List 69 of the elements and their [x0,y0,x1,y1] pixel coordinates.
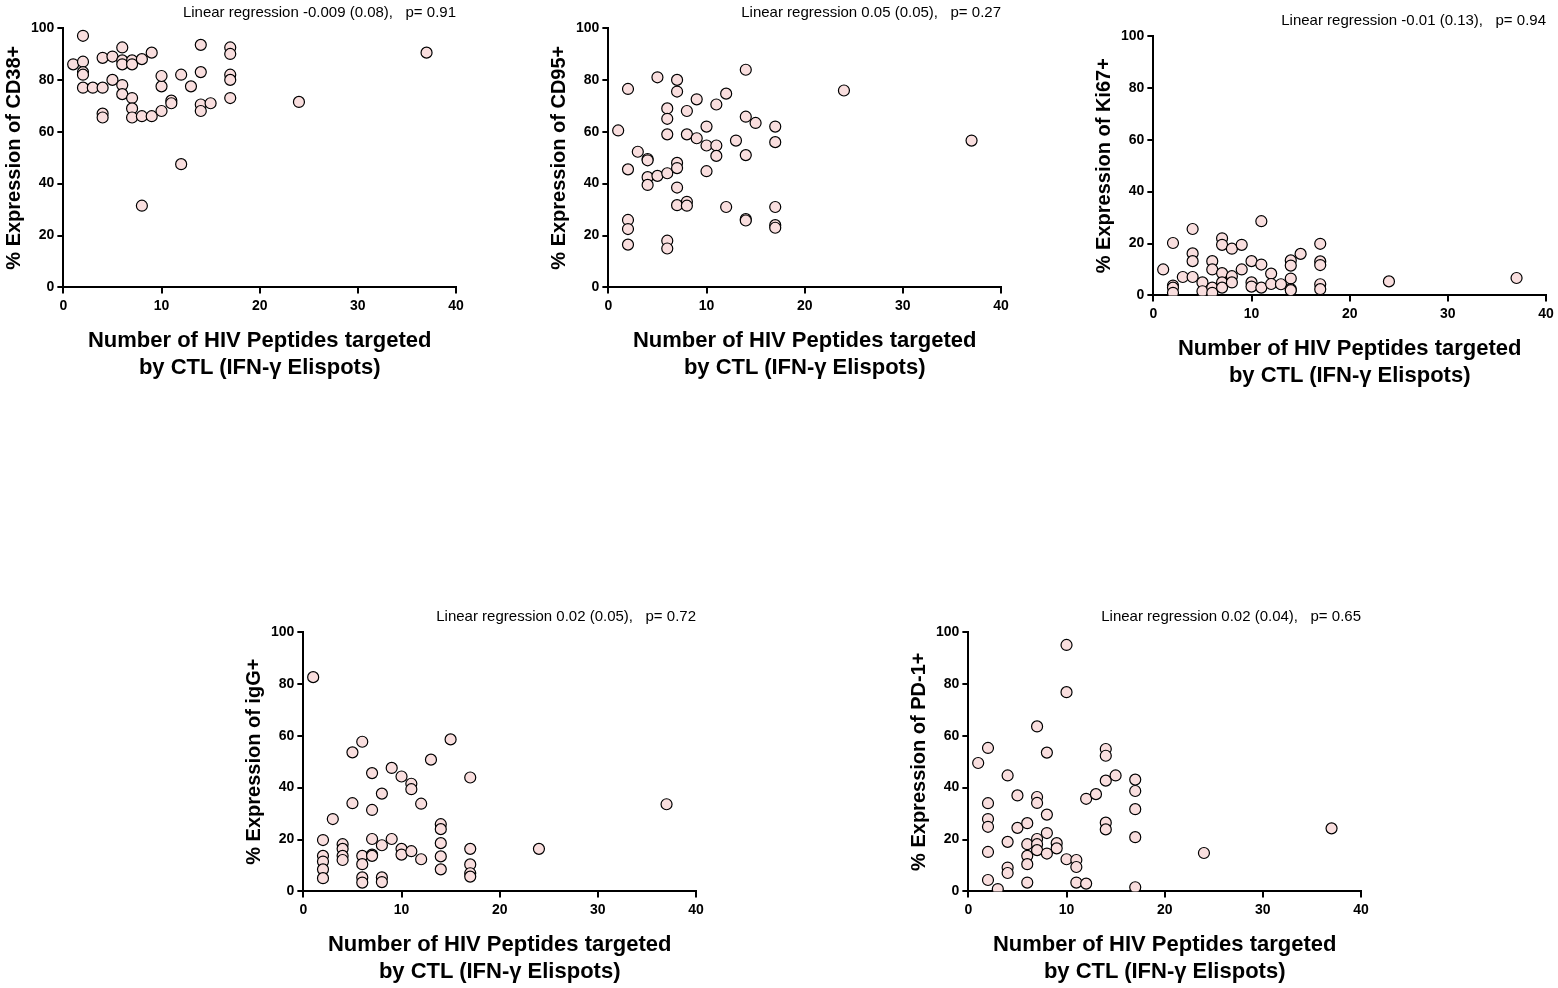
x-tick-label: 40 [993,296,1009,313]
chart-title: Linear regression 0.02 (0.05), p= 0.72 [436,607,696,625]
y-tick-label: 20 [1128,234,1145,251]
x-tick-label: 40 [688,900,704,917]
x-tick-label: 30 [895,296,911,313]
x-tick-label: 40 [1538,304,1554,321]
y-tick-label: 20 [583,226,600,243]
x-tick-label: 0 [964,900,973,917]
y-tick-label: 60 [278,726,295,743]
x-tick-label: 10 [1058,900,1075,917]
x-tick-label: 20 [1341,304,1358,321]
x-tick-label: 10 [153,296,170,313]
y-tick-label: 40 [38,174,55,191]
y-tick-label: 60 [38,122,55,139]
chart-title: Linear regression 0.05 (0.05), p= 0.27 [741,3,1001,21]
y-tick-label: 80 [1128,78,1145,95]
y-tick-label: 80 [278,674,295,691]
x-tick-label: 0 [1149,304,1158,321]
x-tick-label: 30 [1440,304,1456,321]
y-tick-label: 40 [278,778,295,795]
x-tick-label: 30 [1255,900,1271,917]
y-tick-label: 40 [943,778,960,795]
y-axis-title: % Expression of igG+ [241,658,264,865]
x-tick-label: 0 [59,296,68,313]
x-tick-label: 40 [448,296,464,313]
x-tick-label: 0 [299,900,308,917]
y-tick-label: 80 [583,70,600,87]
x-tick-label: 0 [604,296,613,313]
chart-title: Linear regression -0.009 (0.08), p= 0.91 [182,3,456,21]
chart-title: Linear regression 0.02 (0.04), p= 0.65 [1101,607,1361,625]
x-tick-label: 30 [350,296,366,313]
x-axis-title: Number of HIV Peptides targeted by CTL (IFN-γ Elispots) [992,931,1337,983]
y-tick-label: 60 [1128,130,1145,147]
y-axis-title: % Expression of PD-1+ [906,652,929,871]
x-tick-label: 40 [1353,900,1369,917]
y-tick-label: 80 [38,70,55,87]
y-tick-label: 80 [943,674,960,691]
y-tick-label: 20 [943,830,960,847]
x-tick-label: 10 [698,296,715,313]
y-tick-label: 20 [278,830,295,847]
y-tick-label: 100 [936,622,960,639]
x-tick-label: 20 [1156,900,1173,917]
x-axis-title: Number of HIV Peptides targeted by CTL (IFN-γ Elispots) [327,931,672,983]
y-axis-title: % Expression of CD95+ [546,45,569,270]
x-axis-title: Number of HIV Peptides targeted by CTL (IFN-γ Elispots) [87,327,432,379]
y-tick-label: 0 [951,882,960,899]
x-tick-label: 10 [393,900,410,917]
y-tick-label: 0 [286,882,295,899]
y-tick-label: 40 [1128,182,1145,199]
y-tick-label: 100 [31,18,55,35]
x-tick-label: 20 [251,296,268,313]
y-tick-label: 0 [46,278,55,295]
y-tick-label: 0 [591,278,600,295]
x-tick-label: 10 [1243,304,1260,321]
y-tick-label: 20 [38,226,55,243]
x-axis-title: Number of HIV Peptides targeted by CTL (IFN-γ Elispots) [1177,335,1522,387]
y-axis-title: % Expression of Ki67+ [1091,58,1114,274]
y-axis-title: % Expression of CD38+ [1,45,24,270]
y-tick-label: 40 [583,174,600,191]
y-tick-label: 100 [1121,26,1145,43]
y-tick-label: 60 [583,122,600,139]
x-tick-label: 30 [590,900,606,917]
x-axis-title: Number of HIV Peptides targeted by CTL (IFN-γ Elispots) [632,327,977,379]
x-tick-label: 20 [796,296,813,313]
y-tick-label: 60 [943,726,960,743]
x-tick-label: 20 [491,900,508,917]
y-tick-label: 100 [271,622,295,639]
chart-title: Linear regression -0.01 (0.13), p= 0.94 [1281,11,1546,29]
y-tick-label: 100 [576,18,600,35]
